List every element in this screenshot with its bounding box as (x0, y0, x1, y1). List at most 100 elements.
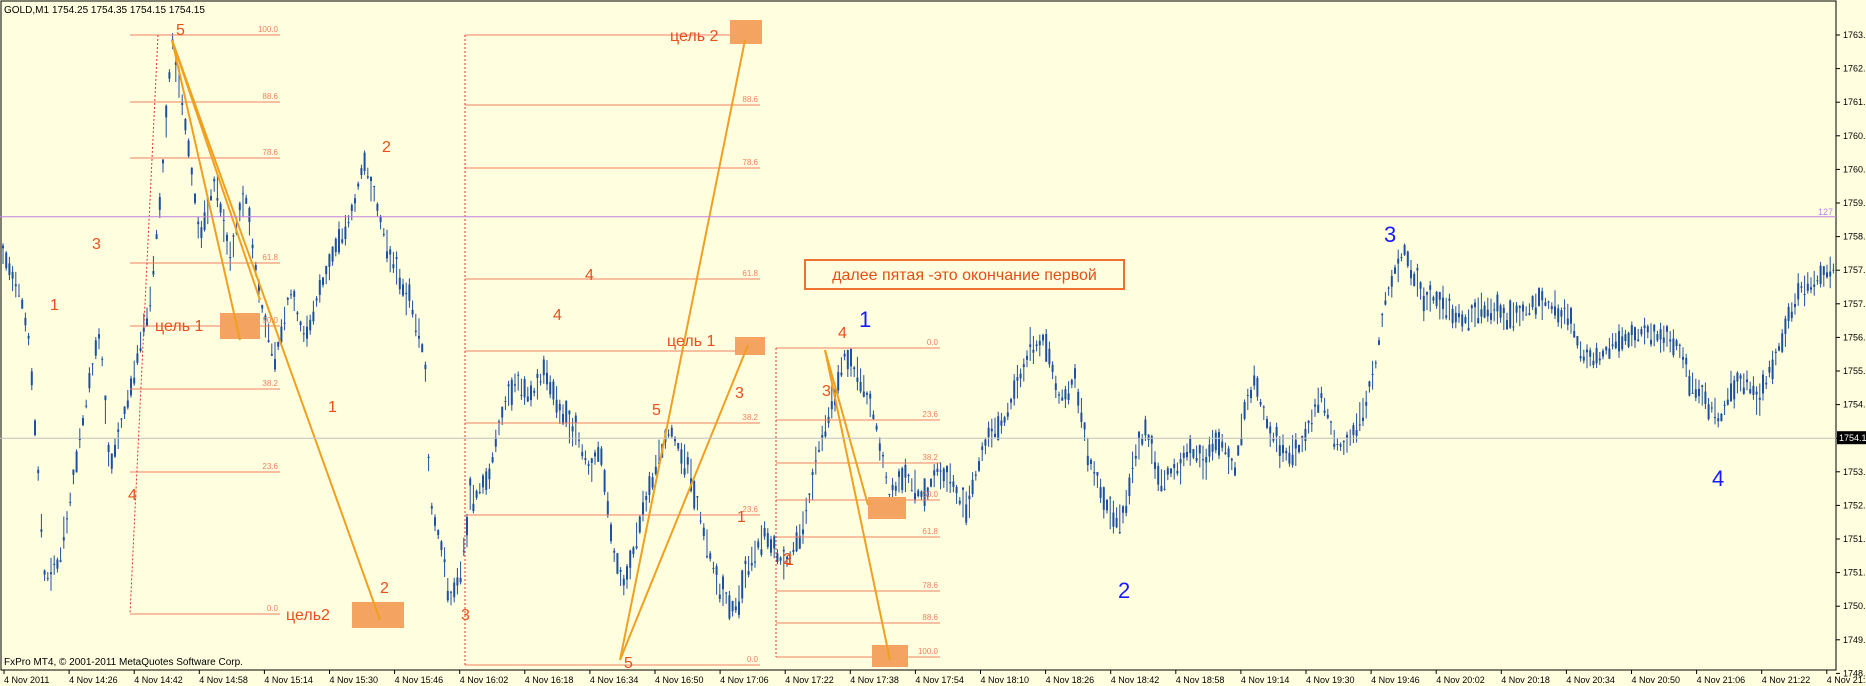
candle-body (552, 381, 555, 400)
candle-body (1538, 288, 1540, 306)
candle-body (1240, 437, 1243, 446)
x-tick-label: 4 Nov 14:42 (134, 675, 183, 685)
candle-body (1525, 314, 1528, 316)
candle-body (1413, 273, 1416, 287)
candle-body (187, 140, 190, 157)
fib-level-label: 50.0 (922, 490, 938, 499)
candle-body (242, 193, 244, 195)
candle-body (1147, 434, 1150, 441)
candle-body (1429, 285, 1432, 290)
x-tick-label: 4 Nov 18:58 (1176, 675, 1225, 685)
fib-level-label: 78.6 (262, 148, 278, 157)
candle-body (1144, 419, 1147, 436)
candle-body (1406, 251, 1409, 266)
candle-body (933, 470, 936, 476)
candle-body (1029, 344, 1032, 347)
candle-body (1474, 302, 1476, 308)
target-box (868, 497, 906, 519)
candle-body (1634, 327, 1636, 341)
candle-body (152, 271, 155, 275)
candle-body (962, 487, 964, 490)
fib-level-label: 61.8 (922, 527, 938, 536)
fib-level-label: 61.8 (262, 253, 278, 262)
candle-body (18, 295, 20, 297)
candle-body (1800, 286, 1803, 288)
candle-body (1016, 377, 1019, 381)
trend-line (824, 349, 869, 506)
candle-body (1707, 404, 1710, 420)
candle-body (1323, 410, 1326, 413)
candle-body (821, 435, 824, 438)
candle-body (923, 478, 926, 506)
candle-body (1749, 389, 1752, 394)
candle-body (254, 265, 257, 271)
candle-body (392, 264, 395, 269)
candle-body (238, 203, 241, 211)
candle-body (162, 159, 164, 164)
candle-body (965, 504, 968, 523)
trend-line (824, 349, 891, 661)
candle-body (1781, 333, 1784, 352)
x-tick-label: 4 Nov 16:50 (655, 675, 704, 685)
candle-body (1342, 441, 1345, 443)
candle-body (1723, 404, 1726, 406)
candle-body (1410, 270, 1412, 279)
candle-body (1083, 422, 1086, 430)
candle-body (776, 553, 779, 562)
candle-body (1224, 452, 1227, 455)
candle-body (946, 465, 948, 473)
candle-body (987, 427, 990, 438)
candle-body (555, 399, 558, 413)
x-tick-label: 4 Nov 17:06 (720, 675, 769, 685)
candle-body (914, 493, 916, 501)
candle-body (1131, 467, 1134, 469)
candle-body (37, 469, 40, 474)
candle-body (1374, 362, 1377, 364)
candle-body (536, 373, 539, 378)
candle-body (648, 476, 651, 496)
candle-body (494, 437, 497, 447)
candle-body (168, 72, 171, 79)
candle-body (770, 539, 772, 553)
candle-body (565, 401, 568, 423)
candle-body (763, 528, 766, 537)
candle-body (1435, 291, 1438, 306)
candle-body (1390, 276, 1393, 287)
candle-body (389, 249, 392, 255)
candle-body (1784, 318, 1787, 334)
candle-body (651, 477, 654, 488)
candle-body (1442, 297, 1444, 309)
candle-body (638, 516, 641, 533)
candle-series (2, 33, 1835, 621)
candle-body (322, 277, 324, 285)
candle-body (1086, 455, 1089, 466)
fib-level-label: 88.6 (262, 92, 278, 101)
candle-body (1128, 477, 1131, 497)
y-tick-label: 1762.35 (1843, 64, 1866, 74)
candle-body (754, 561, 756, 563)
candle-body (590, 458, 593, 463)
candle-body (443, 559, 446, 563)
candle-body (78, 437, 81, 440)
wave-label-orange: 4 (585, 267, 594, 284)
candle-body (882, 455, 884, 457)
candle-body (1467, 327, 1470, 331)
candle-body (350, 205, 353, 211)
candle-body (725, 592, 728, 594)
candle-body (261, 304, 264, 309)
candle-body (1096, 472, 1099, 476)
candle-body (686, 457, 689, 465)
candle-body (610, 524, 612, 542)
candle-body (408, 284, 411, 301)
candle-body (30, 371, 33, 386)
candle-body (1400, 257, 1403, 259)
candle-body (1528, 313, 1531, 315)
candle-body (875, 425, 878, 430)
candle-body (437, 530, 440, 535)
candle-body (952, 481, 955, 487)
target-label: цель2 (286, 607, 330, 624)
candle-body (1282, 445, 1284, 454)
candle-body (1288, 452, 1291, 464)
candle-body (1534, 307, 1537, 315)
